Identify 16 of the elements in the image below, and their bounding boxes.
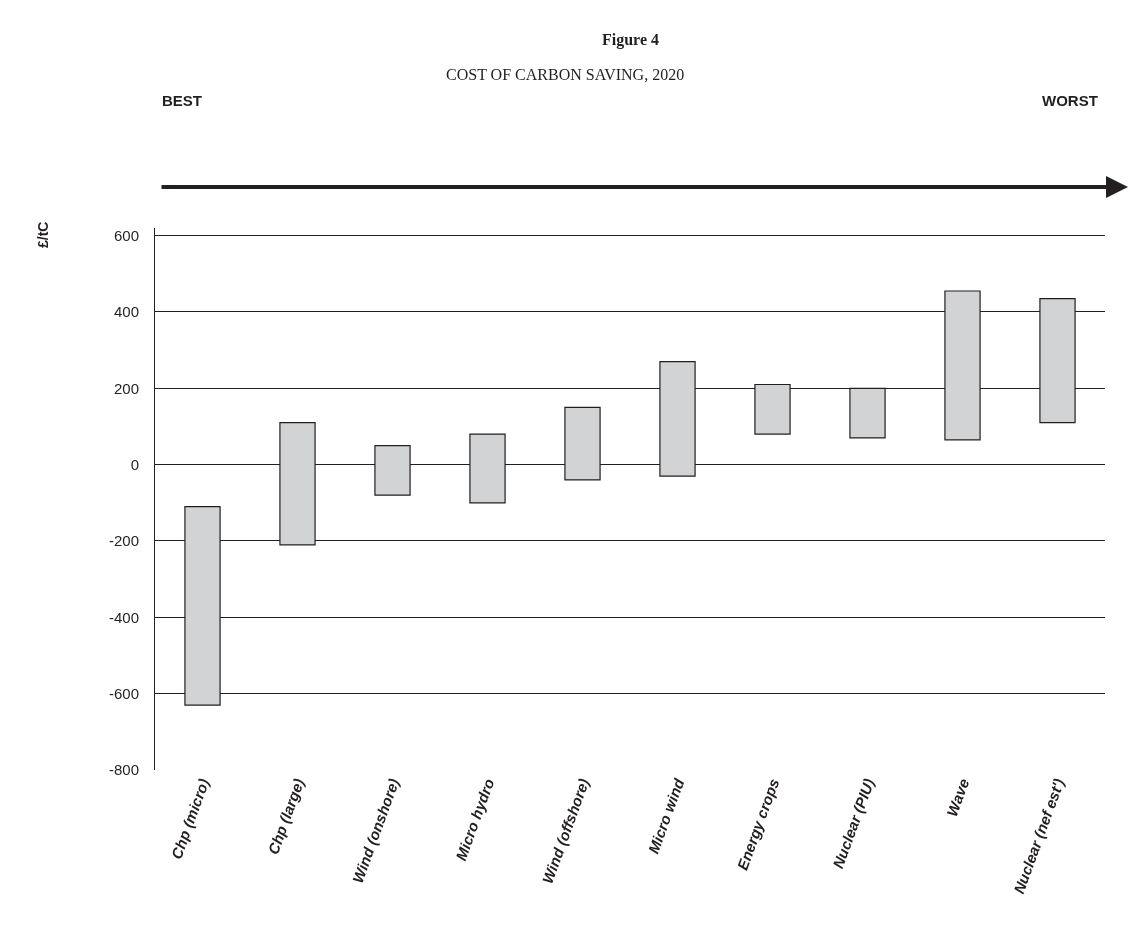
- y-tick-label: -200: [108, 532, 139, 550]
- y-axis-title: £/tC: [35, 221, 51, 248]
- y-tick-label: 400: [113, 303, 139, 321]
- text: WORST: [1042, 92, 1098, 109]
- x-tick-label: Wave: [943, 776, 973, 819]
- y-tick-label: -600: [108, 684, 139, 702]
- x-tick-label: Micro wind: [644, 775, 688, 856]
- chart-subtitle: COST OF CARBON SAVING, 2020: [446, 66, 685, 83]
- y-tick-label: 600: [113, 226, 139, 244]
- x-tick-label: Micro hydro: [452, 776, 498, 863]
- chart-title: Figure 4: [602, 31, 660, 49]
- y-tick-label: 200: [113, 379, 139, 397]
- y-tick-label: 0: [130, 455, 139, 473]
- text: BEST: [162, 92, 203, 109]
- y-tick-label: -400: [108, 608, 139, 626]
- y-tick-label: -800: [108, 761, 139, 779]
